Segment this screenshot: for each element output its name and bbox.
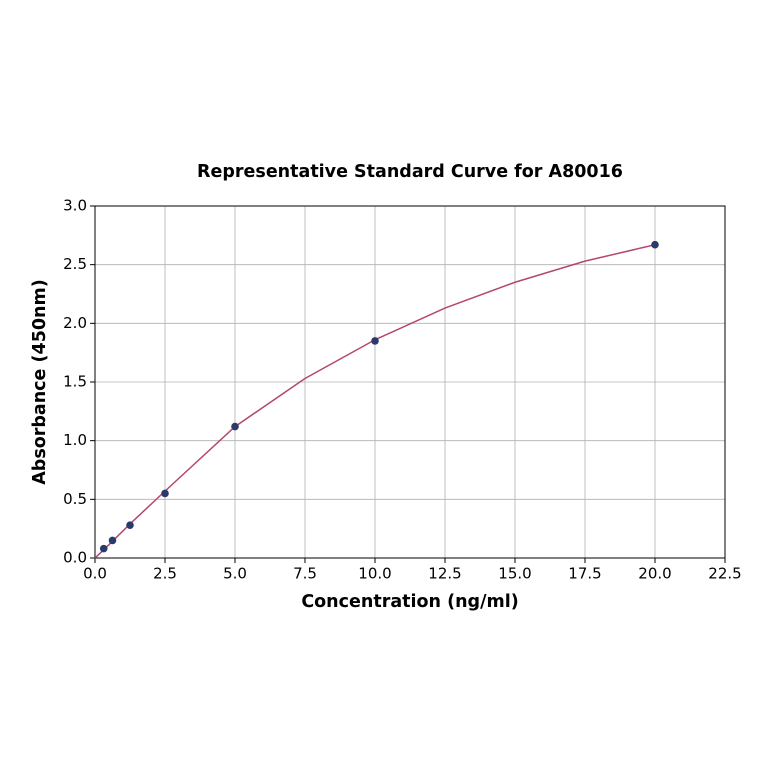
x-tick-label: 15.0 — [498, 565, 531, 583]
y-axis-label: Absorbance (450nm) — [30, 279, 50, 485]
y-tick-label: 0.0 — [63, 549, 87, 567]
data-point — [651, 240, 659, 249]
x-tick-label: 17.5 — [568, 565, 601, 583]
y-tick-label: 0.5 — [63, 490, 87, 508]
x-tick-label: 20.0 — [638, 565, 671, 583]
data-point — [108, 536, 117, 545]
data-point — [161, 489, 169, 498]
y-tick-label: 3.0 — [63, 197, 87, 215]
data-point — [371, 337, 379, 345]
x-tick-label: 2.5 — [153, 565, 177, 583]
plot-frame — [94, 205, 726, 559]
y-tick-label: 2.5 — [63, 255, 87, 273]
data-point — [231, 422, 239, 431]
x-tick-label: 0.0 — [83, 565, 107, 583]
fit-curve — [94, 243, 656, 559]
data-point — [99, 544, 108, 553]
x-tick-label: 22.5 — [708, 565, 741, 583]
x-axis-label: Concentration (ng/ml) — [301, 592, 518, 612]
x-tick-label: 12.5 — [428, 565, 461, 583]
y-tick-label: 1.0 — [63, 431, 87, 449]
x-tick-label: 5.0 — [223, 565, 247, 583]
chart-title: Representative Standard Curve for A80016 — [197, 162, 623, 182]
x-tick-label: 10.0 — [358, 565, 391, 583]
x-tick-label: 7.5 — [293, 565, 317, 583]
y-tick-label: 2.0 — [63, 314, 87, 332]
data-point — [126, 521, 134, 529]
y-tick-label: 1.5 — [63, 373, 87, 391]
